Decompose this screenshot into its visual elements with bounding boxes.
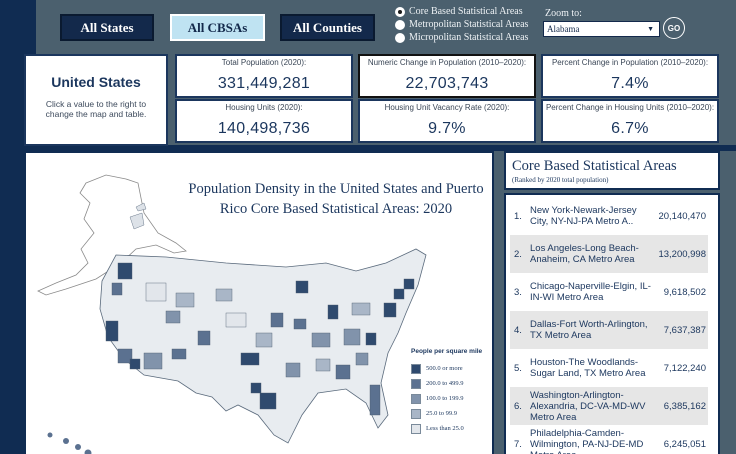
choropleth-map[interactable] [26,153,494,454]
stat-value[interactable]: 140,498,736 [217,120,311,137]
stat-value[interactable]: 7.4% [611,75,649,92]
legend-swatch [411,363,421,374]
stat-label: Housing Unit Vacancy Rate (2020): [384,103,510,112]
geography-title: United States [51,74,141,90]
stat-label: Total Population (2020): [221,58,307,67]
radio-cbsa[interactable]: Core Based Statistical Areas [395,5,528,18]
stat-label: Housing Units (2020): [225,103,303,112]
row-rank: 1. [514,210,522,222]
all-counties-button[interactable]: All Counties [280,14,375,41]
row-name: New York-Newark-Jersey City, NY-NJ-PA Me… [530,205,637,227]
summary-card: United States Click a value to the right… [24,54,168,146]
summary-hint: Click a value to the right to change the… [45,99,147,119]
row-rank: 3. [514,286,522,298]
stat-label: Numeric Change in Population (2010–2020)… [367,58,527,67]
table-row[interactable]: 5. Houston-The Woodlands-Sugar Land, TX … [510,349,708,387]
legend-label: 200.0 to 499.9 [426,380,464,387]
table-row[interactable]: 1. New York-Newark-Jersey City, NY-NJ-PA… [510,197,708,235]
legend-label: Less than 25.0 [426,425,464,432]
legend-label: 500.0 or more [426,365,463,372]
radio-micro[interactable]: Micropolitan Statistical Areas [395,31,528,44]
radio-label: Micropolitan Statistical Areas [409,32,529,43]
row-name: Dallas-Fort Worth-Arlington, TX Metro Ar… [530,319,648,341]
legend-item: 500.0 or more [411,361,482,376]
row-name: Philadelphia-Camden-Wilmington, PA-NJ-DE… [530,427,644,454]
stat-vacancy-rate[interactable]: Housing Unit Vacancy Rate (2020): 9.7% [358,99,536,143]
radio-label: Core Based Statistical Areas [409,6,523,17]
cbsa-list-header: Core Based Statistical Areas (Ranked by … [504,151,720,190]
row-name: Houston-The Woodlands-Sugar Land, TX Met… [530,357,646,379]
cbsa-list-subtitle: (Ranked by 2020 total population) [512,176,609,184]
row-name: Los Angeles-Long Beach-Anaheim, CA Metro… [530,243,639,265]
row-population: 7,637,387 [663,324,706,336]
row-name: Chicago-Naperville-Elgin, IL-IN-WI Metro… [530,281,651,303]
stat-numeric-change-population[interactable]: Numeric Change in Population (2010–2020)… [358,54,536,98]
cbsa-ranked-list[interactable]: 1. New York-Newark-Jersey City, NY-NJ-PA… [504,193,720,454]
legend-item: 25.0 to 99.9 [411,406,482,421]
row-rank: 5. [514,362,522,374]
stat-total-population[interactable]: Total Population (2020): 331,449,281 [175,54,353,98]
stat-label: Percent Change in Housing Units (2010–20… [545,103,715,112]
zoom-selected-value: Alabama [547,24,580,34]
row-rank: 2. [514,248,522,260]
zoom-to-dropdown[interactable]: Alabama ▼ [543,21,660,37]
row-rank: 4. [514,324,522,336]
all-states-button[interactable]: All States [60,14,154,41]
radio-metro[interactable]: Metropolitan Statistical Areas [395,18,528,31]
stat-percent-change-housing[interactable]: Percent Change in Housing Units (2010–20… [541,99,719,143]
stat-housing-units[interactable]: Housing Units (2020): 140,498,736 [175,99,353,143]
legend-swatch [411,423,421,434]
stat-value[interactable]: 331,449,281 [217,75,311,92]
row-rank: 6. [514,400,522,412]
area-type-radio-group: Core Based Statistical Areas Metropolita… [395,5,528,44]
stat-value[interactable]: 9.7% [428,120,466,137]
table-row[interactable]: 4. Dallas-Fort Worth-Arlington, TX Metro… [510,311,708,349]
radio-unchecked-icon[interactable] [395,32,405,43]
cbsa-list-title: Core Based Statistical Areas [512,158,677,174]
dropdown-caret-icon: ▼ [647,25,654,33]
table-row[interactable]: 2. Los Angeles-Long Beach-Anaheim, CA Me… [510,235,708,273]
stat-value[interactable]: 22,703,743 [405,75,489,92]
map-panel[interactable]: Population Density in the United States … [24,151,494,454]
legend-swatch [411,378,421,389]
zoom-to-label: Zoom to: [545,8,582,19]
legend-swatch [411,393,421,404]
map-legend: People per square mile 500.0 or more 200… [411,348,482,436]
row-population: 9,618,502 [663,286,706,298]
row-population: 13,200,998 [658,248,706,260]
legend-item: 100.0 to 199.9 [411,391,482,406]
cbsa-regions [105,262,415,416]
row-name: Washington-Arlington-Alexandria, DC-VA-M… [530,389,646,423]
stat-percent-change-population[interactable]: Percent Change in Population (2010–2020)… [541,54,719,98]
legend-label: 25.0 to 99.9 [426,410,458,417]
legend-item: Less than 25.0 [411,421,482,436]
stat-value[interactable]: 6.7% [611,120,649,137]
table-row[interactable]: 3. Chicago-Naperville-Elgin, IL-IN-WI Me… [510,273,708,311]
legend-swatch [411,408,421,419]
legend-item: 200.0 to 499.9 [411,376,482,391]
alaska-shape [37,174,187,296]
radio-unchecked-icon[interactable] [395,19,405,30]
map-title: Population Density in the United States … [188,181,484,217]
row-population: 7,122,240 [663,362,706,374]
hawaii-shape [47,432,92,454]
radio-checked-icon[interactable] [395,6,405,17]
stat-label: Percent Change in Population (2010–2020)… [551,58,709,67]
legend-label: 100.0 to 199.9 [426,395,464,402]
all-cbsas-button[interactable]: All CBSAs [170,14,265,41]
go-button[interactable]: GO [663,17,685,39]
table-row[interactable]: 6. Washington-Arlington-Alexandria, DC-V… [510,387,708,425]
divider-band [0,145,736,151]
table-row[interactable]: 7. Philadelphia-Camden-Wilmington, PA-NJ… [510,425,708,454]
row-population: 20,140,470 [658,210,706,222]
row-population: 6,245,051 [663,438,706,450]
legend-title: People per square mile [411,348,483,355]
row-population: 6,385,162 [663,400,706,412]
radio-label: Metropolitan Statistical Areas [409,19,529,30]
row-rank: 7. [514,438,522,450]
